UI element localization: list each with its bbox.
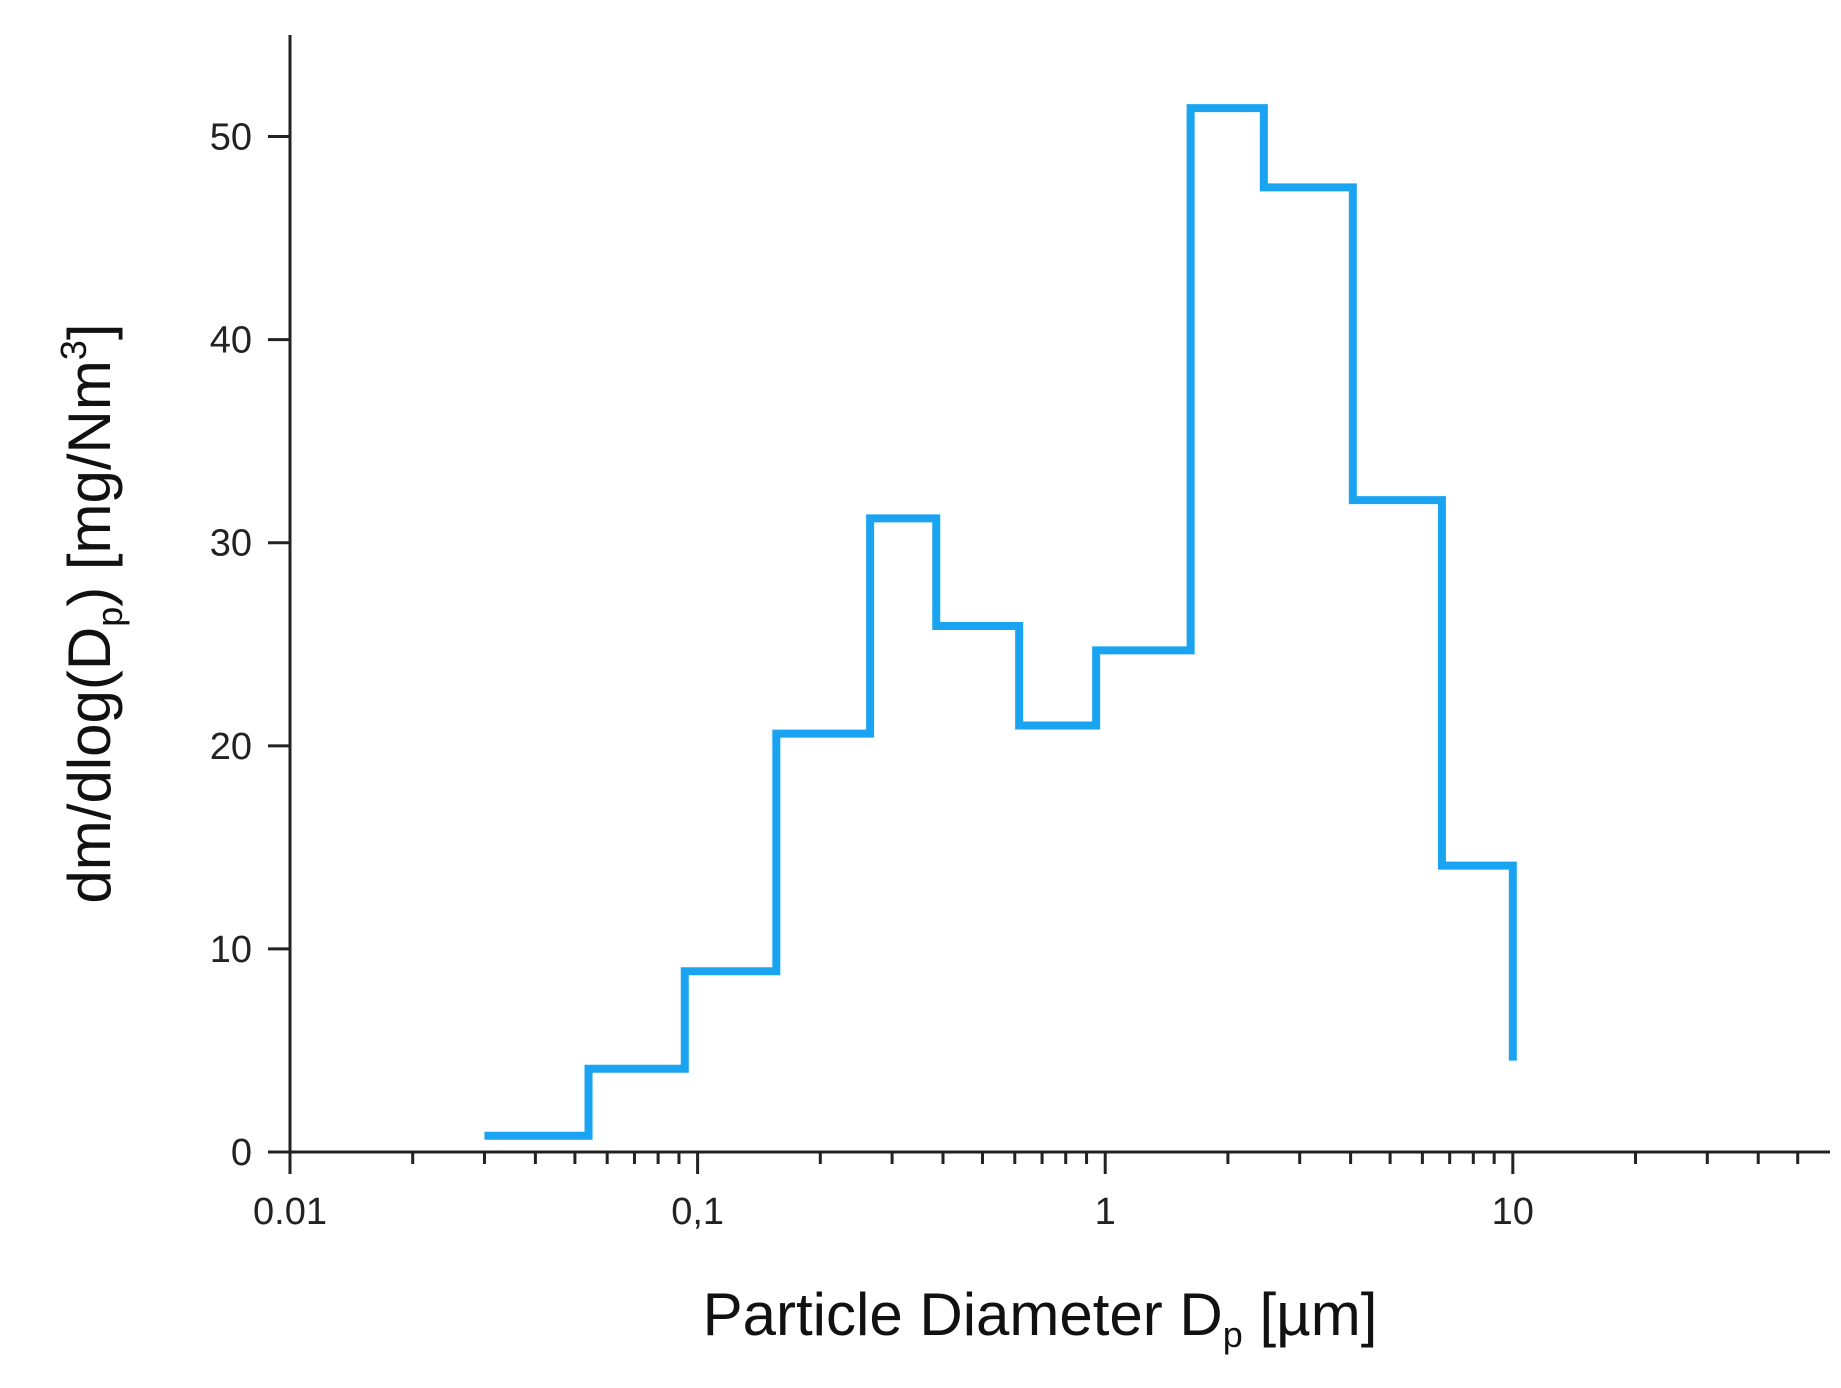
x-tick-label-0: 0.01 bbox=[253, 1191, 327, 1233]
y-tick-label-4: 40 bbox=[210, 320, 252, 362]
y-tick-label-2: 20 bbox=[210, 726, 252, 768]
y-axis-title-close-paren: ) bbox=[56, 587, 123, 607]
y-tick-label-0: 0 bbox=[231, 1132, 252, 1174]
x-axis-title-unit: [µm] bbox=[1243, 1281, 1378, 1348]
y-tick-label-5: 50 bbox=[210, 117, 252, 159]
x-tick-label-2: 1 bbox=[1095, 1191, 1116, 1233]
y-axis-title-subscript: p bbox=[89, 607, 130, 627]
x-tick-label-1: 0,1 bbox=[671, 1191, 724, 1233]
y-tick-label-3: 30 bbox=[210, 523, 252, 565]
x-minor-ticks bbox=[411, 1152, 1800, 1164]
tick-labels: 0.01 0,1 1 10 0 10 20 30 40 50 bbox=[210, 117, 1534, 1233]
x-axis-title: Particle Diameter Dp [µm] bbox=[703, 1281, 1378, 1355]
y-axis-title-main: dm/dlog(D bbox=[56, 627, 123, 904]
series-step-line bbox=[484, 104, 1517, 1140]
axis-ticks bbox=[268, 135, 1515, 1174]
x-tick-label-3: 10 bbox=[1492, 1191, 1534, 1233]
y-axis-title-close-bracket: ] bbox=[56, 323, 123, 340]
y-tick-label-1: 10 bbox=[210, 929, 252, 971]
y-axis-title: dm/dlog(Dp) [mg/Nm3] bbox=[53, 323, 130, 903]
x-axis-title-subscript: p bbox=[1223, 1314, 1243, 1355]
y-axis-title-unit: [mg/Nm bbox=[56, 360, 123, 587]
y-axis-title-superscript: 3 bbox=[53, 340, 94, 360]
x-axis-title-main: Particle Diameter D bbox=[703, 1281, 1223, 1348]
